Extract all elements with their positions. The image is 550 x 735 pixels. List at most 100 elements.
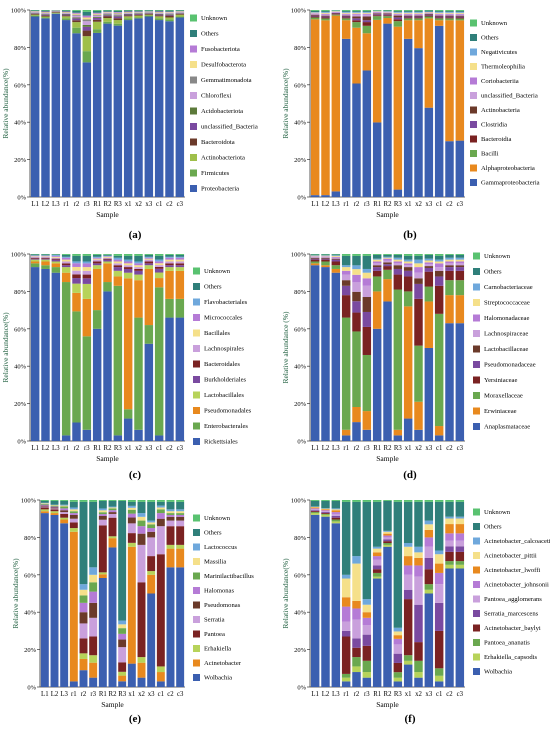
legend-swatch	[473, 361, 480, 368]
bar-segment-firmicutes	[123, 18, 133, 21]
bar-segment-others	[434, 501, 444, 551]
bar-segment-carnobacteriaceae	[383, 256, 392, 258]
bar-segment-erhakiella	[127, 542, 136, 547]
x-tick-label: R3	[394, 445, 403, 452]
bar-segment-micrococcales	[92, 257, 102, 259]
bar-segment-flavobacteriales	[103, 255, 112, 257]
bar-segment-thermoleophilia	[362, 12, 372, 14]
panel-4: 0% 20% 40% 60% 80% 100% L1 L2 L3 r1 r2 r3 R1 R2 R3 x1 x2…	[281, 252, 536, 482]
bar-segment-pantoea	[166, 526, 175, 545]
legend-label: unclassified_Bacteria	[201, 124, 258, 131]
bar-segment-burkholderiales	[175, 265, 185, 268]
bar-segment-bacilli	[352, 22, 361, 28]
bar-segment-pseudomonadaceae	[455, 267, 465, 271]
bar-segment-others	[341, 255, 351, 266]
bar-segment-pantoea-ananatis	[372, 572, 382, 577]
x-tick-label: L2	[42, 201, 50, 208]
bar-segment-others	[424, 501, 434, 521]
bar-segment-acinetobacter-calcoaceticus	[414, 546, 423, 553]
bar-segment-fusobacteriota	[41, 11, 50, 13]
x-tick-label: R3	[114, 445, 123, 452]
bar-segment-acinetobacter	[118, 675, 127, 682]
bar-segment-halomonas	[89, 591, 98, 603]
bar-segment-acinetobacter-baylyi	[331, 517, 341, 520]
bar-segment-rickettsiales	[134, 429, 143, 441]
bar-segment-acinetobacter-baylyi	[310, 511, 320, 513]
bar-segment-acinetobacter	[137, 662, 146, 678]
bar-segment-others	[352, 501, 361, 557]
bar-segment-bacteroidales	[30, 257, 40, 259]
bar-segment-bacteroidia	[403, 17, 413, 19]
legend-label: Flavobacteriales	[204, 299, 248, 306]
bar-segment-unknown	[372, 500, 382, 502]
bar-segment-chloroflexi	[30, 12, 40, 13]
y-axis-title: Relative abundance(%)	[281, 558, 290, 629]
x-tick-label: c2	[166, 201, 173, 208]
bar-segment-unknown	[341, 10, 351, 11]
bar-segment-bacillales	[144, 258, 154, 260]
bar-segment-pantoea	[108, 517, 117, 537]
bar-segment-acinetobacter-johnsonii	[383, 535, 392, 538]
bar-segment-unknown	[372, 10, 382, 11]
bar-segment-bacteroidia	[331, 14, 341, 15]
bar-segment-actinobacteriota	[82, 36, 92, 52]
legend-label: Pantoea	[204, 631, 225, 638]
bar-segment-acinetobacter-baylyi	[341, 636, 351, 674]
bar-segment-halomonas	[166, 514, 175, 517]
bar-segment-moraxellaceae	[414, 345, 423, 402]
bar-segment-unknown	[72, 254, 81, 256]
legend-swatch	[473, 392, 480, 399]
bar-segment-halomonas	[176, 514, 185, 517]
bar-segment-erwiniaceae	[393, 429, 403, 436]
legend-label: Serratia_marcescens	[484, 611, 539, 618]
bar-segment-desulfobacterota	[123, 12, 133, 13]
bar-segment-coriobacteriia	[331, 11, 341, 13]
bar-segment-acinetobacter-calcoaceticus	[383, 530, 392, 532]
y-tick-label: 40%	[294, 120, 307, 127]
bar-segment-serratia-marcescens	[455, 546, 465, 552]
bar-segment-enterobacterales	[154, 287, 164, 436]
bar-segment-bacilli	[455, 18, 465, 21]
bar-segment-pseudomonadaceae	[393, 268, 403, 275]
bar-segment-massilia	[127, 507, 136, 510]
y-tick-label: 20%	[14, 401, 27, 408]
panel-6: 0% 20% 40% 60% 80% 100% L1 L2 L3 r1 r2 r3 R1 R2 R3 x1 x2…	[281, 498, 550, 726]
bar-segment-halomonadaceae	[403, 263, 413, 266]
bar-segment-pseudomonadales	[134, 280, 143, 318]
bar-segment-coriobacteriia	[403, 13, 413, 15]
legend-label: Unknown	[481, 20, 508, 27]
bar-segment-lachnospiraceae	[310, 256, 320, 258]
x-tick-label: r3	[90, 691, 96, 698]
bar-segment-unknown	[40, 500, 49, 501]
bar-segment-rickettsiales	[123, 418, 133, 441]
legend-swatch	[473, 508, 480, 516]
bar-segment-alphaproteobacteria	[372, 19, 382, 123]
bar-segment-others	[82, 11, 92, 16]
bar-segment-acidobacteriota	[134, 13, 143, 14]
bar-segment-actinobacteria	[383, 13, 392, 15]
bar-segment-bacilli	[331, 14, 341, 16]
bar-segment-flavobacteriales	[165, 256, 174, 258]
bar-segment-lactococcus	[137, 513, 146, 517]
bar-segment-unknown	[175, 254, 185, 255]
bar-segment-massilia	[89, 574, 98, 583]
legend-label: Anaplasmataceae	[484, 424, 530, 431]
bar-segment-bacteroidales	[113, 265, 123, 268]
bar-segment-others	[383, 10, 392, 12]
legend-label: Rickettsiales	[204, 439, 238, 446]
bar-segment-unclassified-bacteria	[113, 16, 123, 19]
x-tick-label: L1	[311, 445, 319, 452]
legend-label: unclassified_Bacteria	[481, 93, 538, 100]
bar-segment-carnobacteriaceae	[341, 265, 351, 268]
bar-segment-pantoea-ananatis	[383, 543, 392, 545]
bar-segment-unknown	[113, 10, 123, 11]
bar-segment-pantoea	[156, 554, 165, 667]
bar-segment-actinobacteria	[445, 15, 454, 17]
bar-segment-unclassified-bacteria	[82, 26, 92, 31]
bar-segment-acinetobacter-pittii	[372, 548, 382, 553]
bar-segment-carnobacteriaceae	[424, 258, 434, 261]
bar-segment-acinetobacter-pittii	[434, 554, 444, 564]
x-tick-label: L3	[60, 691, 68, 698]
bar-segment-proteobacteria	[134, 18, 143, 198]
bar-segment-lactococcus	[98, 508, 107, 511]
